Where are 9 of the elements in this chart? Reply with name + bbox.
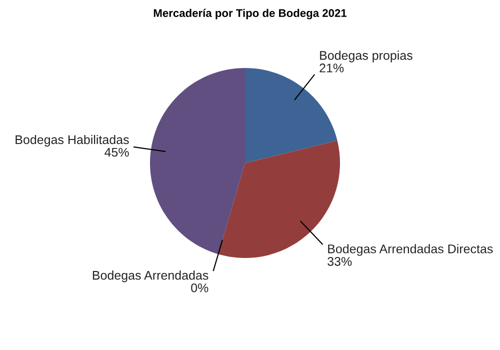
category-label: Bodegas Arrendadas xyxy=(92,270,208,282)
chart-title: Mercadería por Tipo de Bodega 2021 xyxy=(154,8,347,20)
slice-label: Bodegas Habilitadas xyxy=(16,134,129,147)
data-label: 21% xyxy=(320,64,344,72)
text: 0% xyxy=(191,283,208,292)
data-label: 45% xyxy=(104,148,129,157)
slice-label: Bodegas propias xyxy=(320,50,412,62)
slice-label: Bodegas Arrendadas Directas xyxy=(328,244,493,256)
data-label: 33% xyxy=(328,257,352,266)
